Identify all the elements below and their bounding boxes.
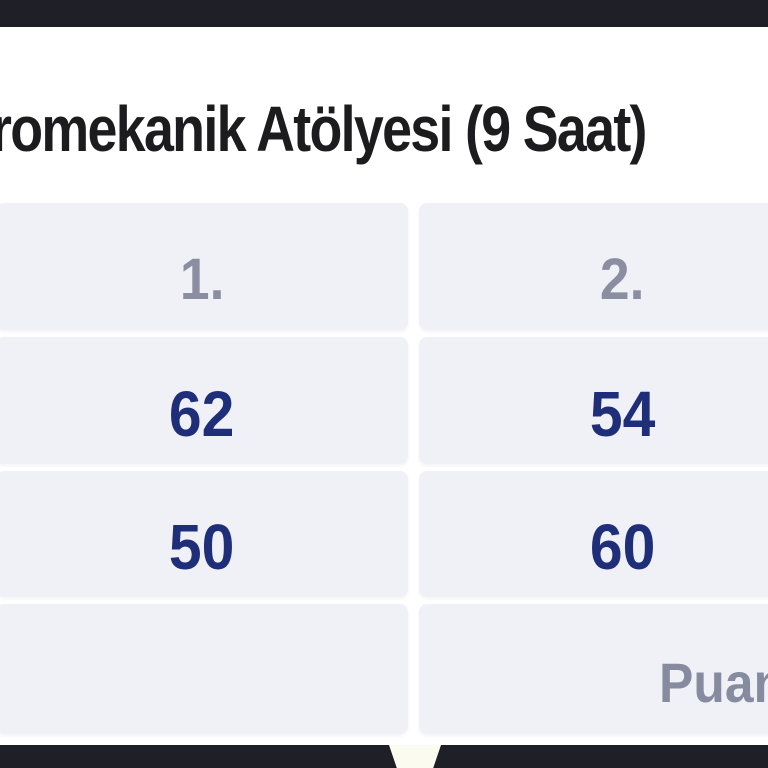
score-value: 62 bbox=[169, 377, 235, 450]
footer-puan-label: Puan bbox=[659, 650, 768, 714]
score-value: 54 bbox=[589, 377, 656, 450]
table-header-cell-1: 1. bbox=[0, 203, 408, 330]
page-title: romekanik Atölyesi (9 Saat) bbox=[0, 92, 647, 165]
score-value: 50 bbox=[169, 511, 235, 583]
header-label-1: 1. bbox=[179, 247, 225, 312]
bottom-letterbox-bar bbox=[0, 745, 768, 768]
score-cell-row2-col2: 60 bbox=[419, 471, 768, 597]
footer-cell-puan: Puan bbox=[419, 604, 768, 734]
score-table: 1. 2. 62 54 50 60 Puan bbox=[0, 203, 768, 734]
top-letterbox-bar bbox=[0, 0, 768, 27]
table-header-cell-2: 2. bbox=[419, 203, 768, 330]
score-cell-row2-col1: 50 bbox=[0, 471, 408, 597]
footer-cell-empty bbox=[0, 604, 408, 734]
bottom-bar-notch bbox=[389, 745, 441, 768]
score-cell-row1-col1: 62 bbox=[0, 337, 408, 464]
score-cell-row1-col2: 54 bbox=[419, 337, 768, 464]
header-label-2: 2. bbox=[600, 247, 645, 312]
score-value: 60 bbox=[589, 511, 656, 583]
